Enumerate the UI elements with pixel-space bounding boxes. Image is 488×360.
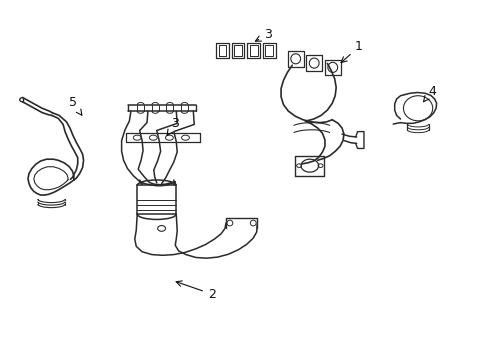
Text: 4: 4 <box>423 85 435 102</box>
Text: 3: 3 <box>167 117 179 135</box>
Text: 3: 3 <box>255 28 271 41</box>
Text: 2: 2 <box>176 281 215 301</box>
Text: 1: 1 <box>341 40 362 63</box>
Text: 5: 5 <box>69 96 81 115</box>
